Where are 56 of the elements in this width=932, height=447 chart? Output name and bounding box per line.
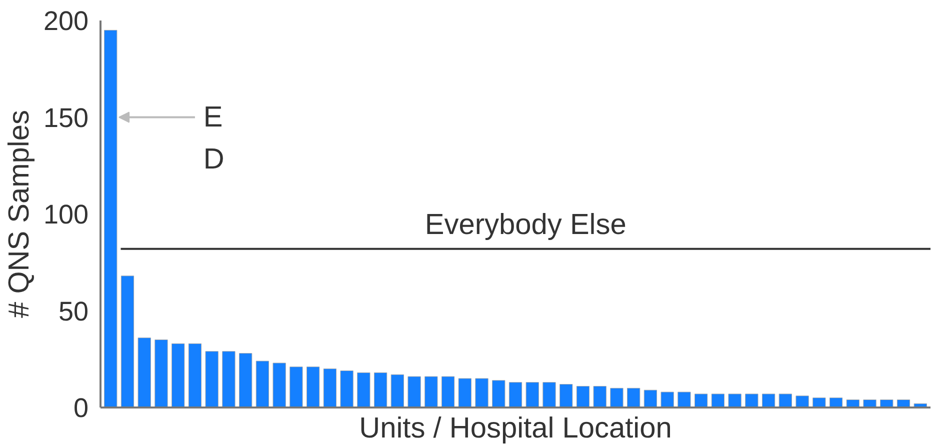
bar bbox=[390, 374, 404, 408]
bar bbox=[290, 366, 303, 408]
bar bbox=[880, 400, 894, 408]
bar bbox=[863, 400, 876, 408]
bar bbox=[222, 351, 236, 408]
ref-line-label: Everybody Else bbox=[424, 208, 626, 241]
y-tick-label: 100 bbox=[43, 200, 89, 230]
bar bbox=[120, 276, 134, 408]
y-tick-label: 150 bbox=[43, 102, 89, 133]
bar bbox=[508, 382, 522, 408]
bar bbox=[796, 396, 809, 408]
bar bbox=[711, 394, 725, 408]
bar bbox=[627, 388, 640, 408]
bar bbox=[846, 400, 860, 408]
bar bbox=[154, 340, 168, 408]
bar bbox=[492, 380, 506, 408]
bar bbox=[408, 376, 421, 408]
bar bbox=[762, 394, 776, 408]
bar bbox=[239, 353, 252, 408]
bar bbox=[829, 398, 843, 408]
bar bbox=[660, 392, 674, 408]
bar bbox=[188, 343, 202, 408]
bar bbox=[694, 394, 708, 408]
y-tick-label: 50 bbox=[58, 296, 89, 326]
bar bbox=[272, 362, 286, 408]
bar bbox=[323, 368, 337, 408]
bar bbox=[542, 382, 556, 408]
bar bbox=[593, 386, 606, 408]
y-tick-label: 0 bbox=[73, 393, 89, 423]
bar bbox=[441, 376, 455, 408]
bar bbox=[610, 388, 624, 408]
bar bbox=[306, 366, 320, 408]
bar bbox=[458, 378, 472, 408]
bar bbox=[172, 343, 185, 408]
annotation: E D bbox=[203, 101, 224, 176]
bar bbox=[812, 398, 826, 408]
x-axis-title: Units / Hospital Location bbox=[359, 412, 672, 444]
bar bbox=[678, 392, 691, 408]
bar bbox=[728, 394, 742, 408]
bar bbox=[256, 360, 270, 408]
bar bbox=[560, 384, 573, 408]
bar bbox=[205, 351, 218, 408]
bar bbox=[138, 338, 151, 408]
bar bbox=[104, 30, 118, 408]
bar bbox=[424, 376, 438, 408]
bar bbox=[745, 394, 758, 408]
bar bbox=[778, 394, 792, 408]
y-axis-title: # QNS Samples bbox=[3, 110, 36, 318]
bar bbox=[475, 378, 488, 408]
bar bbox=[644, 390, 658, 408]
bar bbox=[374, 372, 388, 408]
bar bbox=[526, 382, 539, 408]
bar bbox=[576, 386, 590, 408]
bar bbox=[357, 372, 370, 408]
bar bbox=[340, 370, 354, 408]
y-tick-label: 200 bbox=[43, 6, 89, 36]
